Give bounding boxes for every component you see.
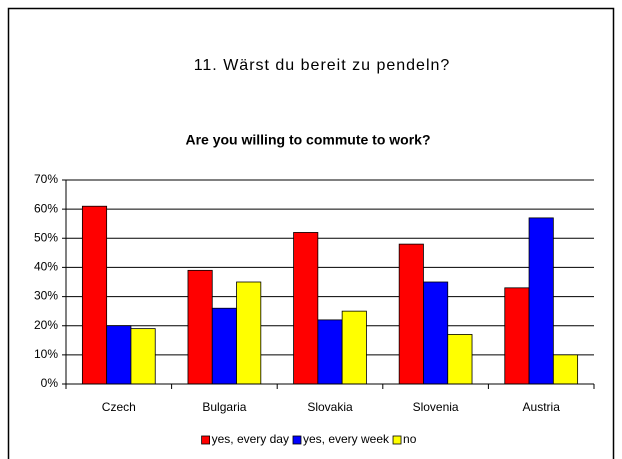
y-tick-label: 0% <box>41 376 59 390</box>
y-tick-label: 40% <box>34 260 58 274</box>
bar <box>528 217 554 385</box>
x-tick-label: Austria <box>523 400 561 414</box>
bar <box>552 354 579 385</box>
legend-label: yes, every week <box>303 432 390 446</box>
bar <box>211 307 237 385</box>
legend-swatch <box>292 435 302 445</box>
x-tick-label: Slovenia <box>413 400 459 414</box>
legend-label: no <box>403 432 417 446</box>
y-tick-label: 20% <box>34 318 58 332</box>
bar <box>317 319 343 385</box>
legend-swatch <box>201 435 211 445</box>
bar <box>293 232 319 385</box>
x-tick-label: Slovakia <box>307 400 353 414</box>
slide-frame <box>7 7 615 459</box>
y-tick-label: 60% <box>34 201 58 215</box>
bar <box>81 205 108 385</box>
bar <box>341 310 367 385</box>
bar <box>398 243 424 385</box>
legend-swatch <box>392 435 402 445</box>
y-tick-label: 50% <box>34 230 58 244</box>
x-tick-label: Czech <box>102 400 136 414</box>
bar <box>187 269 213 385</box>
bar <box>130 328 156 385</box>
bar <box>447 334 473 385</box>
y-tick-label: 30% <box>34 289 58 303</box>
chart-title: Are you willing to commute to work? <box>185 132 430 148</box>
y-tick-label: 10% <box>34 347 58 361</box>
slide-heading: 11. Wärst du bereit zu pendeln? <box>194 57 451 74</box>
x-tick-label: Bulgaria <box>202 400 246 414</box>
bar <box>106 325 132 385</box>
y-tick-label: 70% <box>34 172 58 186</box>
bar <box>423 281 449 385</box>
bar <box>236 281 262 385</box>
bar <box>504 287 530 385</box>
legend-label: yes, every day <box>212 432 289 446</box>
